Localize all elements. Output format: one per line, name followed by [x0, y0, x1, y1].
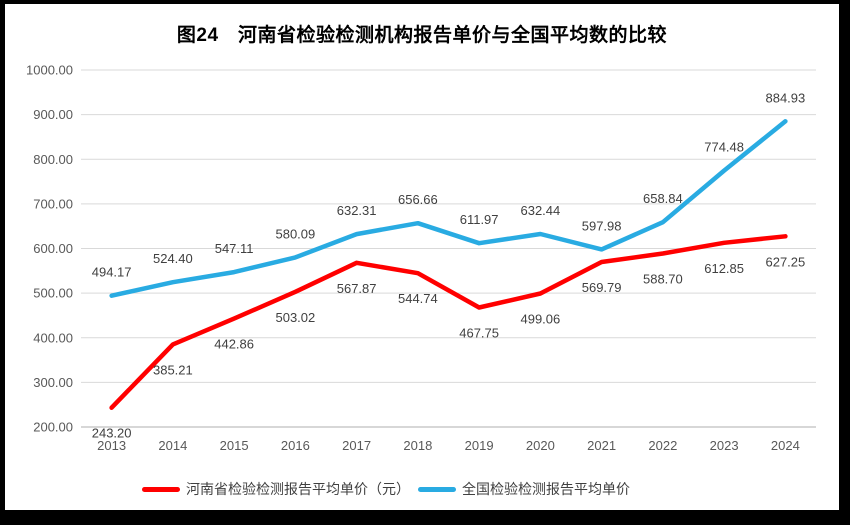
national-data-label: 658.84 [643, 191, 683, 206]
national-data-label: 597.98 [582, 218, 622, 233]
x-axis-label: 2023 [710, 438, 739, 453]
national-data-label: 656.66 [398, 192, 438, 207]
chart-svg: 1000.00 900.00 800.00 700.00 600.00 500.00 400… [26, 63, 816, 453]
henan-line [109, 234, 788, 410]
national-data-label: 774.48 [704, 140, 744, 155]
y-axis-label: 500.00 [33, 286, 73, 301]
henan-data-label: 569.79 [582, 280, 622, 295]
y-axis-label: 800.00 [33, 152, 73, 167]
x-axis-label: 2018 [403, 438, 432, 453]
x-axis-label: 2020 [526, 438, 555, 453]
legend-label-national: 全国检验检测报告平均单价 [462, 481, 630, 497]
y-axis-label: 300.00 [33, 375, 73, 390]
y-axis-label: 400.00 [33, 330, 73, 345]
x-axis-label: 2024 [771, 438, 800, 453]
national-data-label: 611.97 [460, 212, 499, 227]
national-data-label: 632.44 [520, 203, 560, 218]
national-data-label: 580.09 [275, 226, 315, 241]
x-axis-label: 2019 [465, 438, 494, 453]
x-axis-label: 2014 [158, 438, 187, 453]
national-line [109, 119, 788, 298]
henan-data-label: 612.85 [704, 261, 744, 276]
legend-item-henan: 河南省检验检测报告平均单价（元） [142, 479, 410, 499]
henan-data-label: 544.74 [398, 291, 438, 306]
henan-data-label: 499.06 [520, 312, 560, 327]
y-axis-label: 900.00 [33, 107, 73, 122]
national-line-swatch [418, 486, 456, 492]
national-data-label: 494.17 [92, 265, 132, 280]
legend-item-national: 全国检验检测报告平均单价 [418, 479, 630, 499]
henan-data-label: 567.87 [337, 281, 377, 296]
henan-data-label: 243.20 [92, 426, 132, 441]
henan-data-label: 442.86 [214, 337, 254, 352]
legend-label-henan: 河南省检验检测报告平均单价（元） [186, 481, 410, 497]
x-axis-label: 2022 [648, 438, 677, 453]
y-axis-label: 700.00 [33, 196, 73, 211]
y-axis-label: 200.00 [33, 420, 73, 435]
x-axis-label: 2013 [97, 438, 126, 453]
national-data-label: 884.93 [765, 90, 805, 105]
henan-data-label: 627.25 [765, 254, 805, 269]
x-axis-label: 2017 [342, 438, 371, 453]
henan-data-label: 503.02 [275, 310, 315, 325]
x-axis-label: 2021 [587, 438, 616, 453]
national-data-label: 632.31 [337, 203, 377, 218]
x-axis-label: 2016 [281, 438, 310, 453]
chart-title: 图24 河南省检验检测机构报告单价与全国平均数的比较 [176, 25, 668, 46]
henan-data-label: 467.75 [459, 326, 499, 341]
national-data-label: 524.40 [153, 251, 193, 266]
x-axis-label: 2015 [220, 438, 249, 453]
henan-data-label: 588.70 [643, 272, 683, 287]
national-data-label: 547.11 [215, 241, 254, 256]
y-axis-label: 1000.00 [26, 63, 73, 78]
henan-data-label: 385.21 [153, 362, 193, 377]
henan-line-swatch [142, 486, 180, 492]
y-axis-label: 600.00 [33, 241, 73, 256]
legend: 河南省检验检测报告平均单价（元） 全国检验检测报告平均单价 [5, 479, 803, 499]
